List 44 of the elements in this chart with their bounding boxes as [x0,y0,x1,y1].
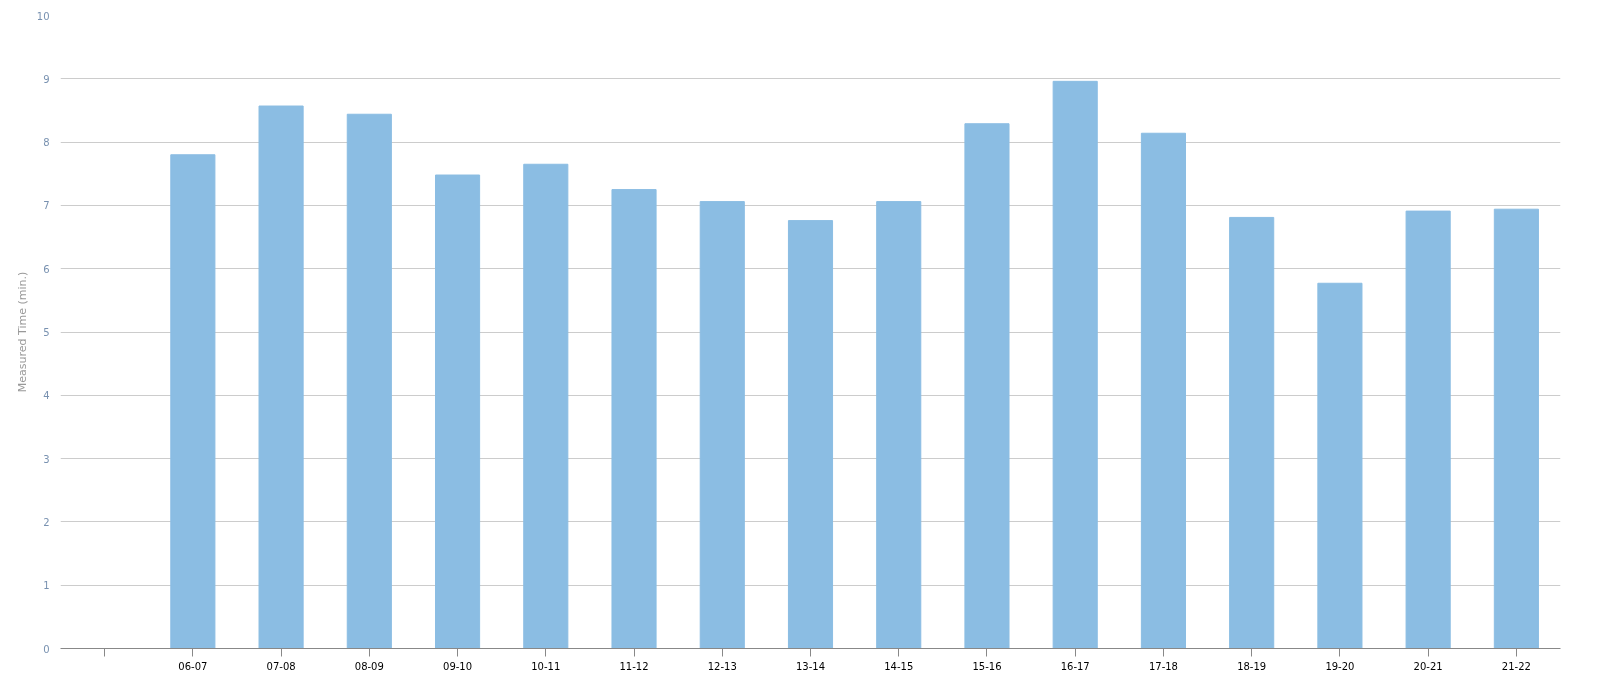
y-tick-label: 4 [43,390,50,402]
y-tick-label: 1 [43,580,50,592]
x-tick-label: 14-15 [884,660,914,672]
x-tick-label: 08-09 [354,660,384,672]
bar [1405,210,1451,649]
x-tick-label: 17-18 [1148,660,1178,672]
bar [699,201,745,649]
bar [346,113,392,649]
x-tick-label: 13-14 [795,660,826,672]
y-tick-label: 7 [43,200,50,212]
bar [1229,216,1275,649]
x-tick-label: 10-11 [531,660,561,672]
y-tick-label: 10 [36,10,50,22]
bar [1317,282,1363,649]
bar [964,123,1010,649]
y-tick-label: 6 [43,263,50,275]
y-tick-label: 0 [43,643,50,655]
y-tick-label: 8 [43,137,50,149]
x-tick-label: 16-17 [1060,660,1090,672]
bar [787,220,834,649]
bar [258,105,304,649]
bar [876,201,922,649]
bar [1493,208,1539,649]
bar [1052,80,1098,649]
y-tick-label: 9 [43,73,50,85]
y-axis-title: Measured Time (min.) [15,271,29,393]
x-tick-label: 12-13 [707,660,737,672]
bar [1140,132,1186,649]
x-tick-label: 07-08 [266,660,296,672]
x-tick-label: 15-16 [972,660,1002,672]
x-tick-label: 09-10 [443,660,473,672]
x-tick-label: 18-19 [1237,660,1267,672]
y-tick-label: 5 [43,327,50,338]
x-tick-label: 20-21 [1413,660,1443,672]
y-tick-label: 2 [43,516,50,528]
x-tick-label: 06-07 [178,660,208,672]
bar [611,189,657,649]
bar [170,154,216,649]
x-tick-label: 11-12 [619,660,649,672]
x-tick-label: 19-20 [1325,660,1355,672]
bar [523,163,569,649]
y-tick-label: 3 [43,453,50,465]
x-tick-label: 21-22 [1501,660,1531,672]
bar [435,174,481,649]
